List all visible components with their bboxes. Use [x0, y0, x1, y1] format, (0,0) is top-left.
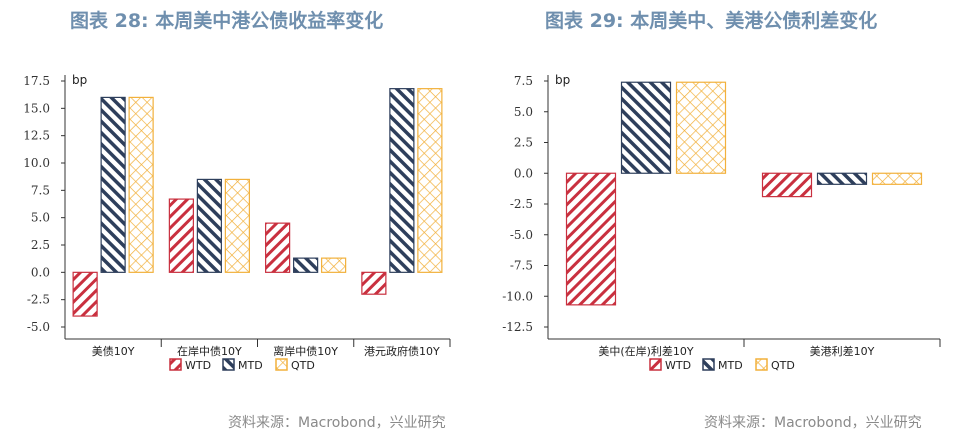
y-tick-label: 7.5: [514, 74, 533, 88]
bar-mtd: [293, 257, 319, 273]
source-note-right: 资料来源：Macrobond，兴业研究: [704, 415, 922, 431]
y-tick-label: -5.0: [510, 228, 533, 242]
chart-title-left: 图表 28: 本周美中港公债收益率变化: [70, 10, 384, 32]
y-axis-unit: bp: [72, 73, 87, 87]
y-tick-label: 10.0: [23, 156, 50, 170]
chart-title-right: 图表 29: 本周美中、美港公债利差变化: [545, 10, 878, 32]
y-tick-label: -5.0: [27, 320, 50, 334]
bar-qtd: [675, 81, 727, 174]
bar-mtd: [196, 178, 222, 273]
legend-label-qtd: QTD: [291, 359, 315, 372]
bar-wtd: [72, 271, 98, 317]
bar-wtd: [168, 198, 194, 273]
legend-label-mtd: MTD: [238, 359, 263, 372]
legend-label-wtd: WTD: [665, 359, 691, 372]
x-category-label: 在岸中债10Y: [177, 344, 242, 358]
y-tick-label: -2.5: [510, 197, 533, 211]
y-axis-unit: bp: [555, 73, 570, 87]
bar-wtd: [565, 172, 617, 306]
spread-change-chart: -12.5 -10.0 -7.5 -5.0 -2.5 0.0 2.5 5.0 7.5 bp 美中(在…: [502, 73, 941, 372]
y-tick-label: -2.5: [27, 293, 50, 307]
y-tick-label: -10.0: [502, 289, 533, 303]
x-category-label: 美债10Y: [92, 344, 135, 358]
bar-qtd: [128, 96, 154, 273]
source-note-left: 资料来源：Macrobond，兴业研究: [228, 415, 446, 431]
x-category-label: 美中(在岸)利差10Y: [598, 344, 694, 358]
bar-qtd: [417, 88, 443, 273]
y-tick-label: 2.5: [514, 136, 533, 150]
x-category-label: 港元政府债10Y: [364, 344, 440, 358]
legend-swatch-mtd: [222, 358, 235, 371]
bar-qtd: [321, 257, 347, 273]
y-tick-label: 5.0: [514, 105, 533, 119]
y-tick-label: 15.0: [23, 101, 50, 115]
y-tick-label: -7.5: [510, 259, 533, 273]
y-tick-label: 2.5: [31, 238, 50, 252]
y-tick-label: 17.5: [23, 74, 50, 88]
bar-mtd: [620, 81, 672, 174]
legend-label-mtd: MTD: [718, 359, 743, 372]
y-tick-label: 0.0: [514, 166, 533, 180]
bar-mtd: [389, 88, 415, 273]
bar-qtd: [871, 172, 923, 185]
legend-swatch-wtd: [169, 358, 182, 371]
y-tick-label: -12.5: [502, 320, 533, 334]
legend-label-qtd: QTD: [771, 359, 795, 372]
y-tick-label: 0.0: [31, 265, 50, 279]
bar-qtd: [224, 178, 250, 273]
legend-swatch-qtd: [755, 358, 768, 371]
x-category-label: 离岸中债10Y: [273, 344, 338, 358]
y-tick-label: 5.0: [31, 211, 50, 225]
legend-swatch-wtd: [649, 358, 662, 371]
bar-wtd: [265, 222, 291, 273]
legend-label-wtd: WTD: [185, 359, 211, 372]
y-tick-label: 7.5: [31, 183, 50, 197]
bar-mtd: [816, 172, 868, 185]
legend-swatch-mtd: [702, 358, 715, 371]
yield-change-chart: -5.0 -2.5 0.0 2.5 5.0 7.5 10.0 12.5 15.0 17.5 bp 美债…: [23, 73, 451, 372]
bar-mtd: [100, 96, 126, 273]
bar-wtd: [361, 271, 387, 295]
legend-swatch-qtd: [275, 358, 288, 371]
bar-wtd: [761, 172, 813, 198]
y-tick-label: 12.5: [23, 129, 50, 143]
x-category-label: 美港利差10Y: [810, 344, 875, 358]
